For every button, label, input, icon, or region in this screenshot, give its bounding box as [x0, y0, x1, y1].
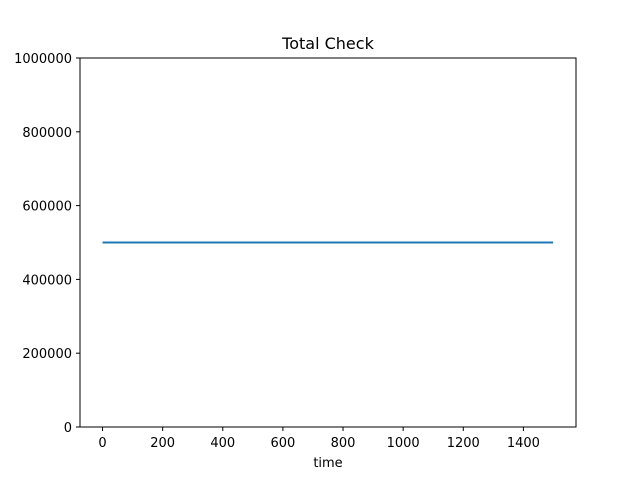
ticks-layer: 0 200 400 600 800 1000 1200 1400 0 200000 400000 60… — [14, 52, 540, 451]
y-tick-label: 1000000 — [14, 52, 72, 67]
chart-title: Total Check — [281, 34, 374, 53]
x-tick-label: 200 — [150, 436, 175, 451]
x-tick-label: 400 — [210, 436, 235, 451]
x-axis-label: time — [313, 456, 342, 471]
x-tick-label: 600 — [270, 436, 295, 451]
y-tick-label: 800000 — [22, 126, 72, 141]
x-tick-label: 1200 — [447, 436, 480, 451]
x-tick-label: 1400 — [507, 436, 540, 451]
x-tick-label: 1000 — [387, 436, 420, 451]
y-tick-label: 400000 — [22, 273, 72, 288]
y-tick-label: 600000 — [22, 200, 72, 215]
x-tick-label: 0 — [98, 436, 106, 451]
y-tick-label: 0 — [64, 421, 72, 436]
x-tick-label: 800 — [331, 436, 356, 451]
y-tick-label: 200000 — [22, 347, 72, 362]
plot-frame — [79, 57, 577, 428]
